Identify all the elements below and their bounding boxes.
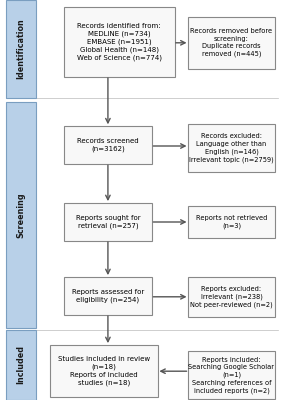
FancyBboxPatch shape [64, 126, 152, 164]
FancyBboxPatch shape [50, 345, 158, 397]
Text: Reports included:
Searching Google Scholar
(n=1)
Searching references of
include: Reports included: Searching Google Schol… [189, 357, 274, 394]
FancyBboxPatch shape [6, 330, 36, 400]
FancyBboxPatch shape [6, 102, 36, 328]
Text: Reports not retrieved
(n=3): Reports not retrieved (n=3) [196, 215, 267, 229]
Text: Screening: Screening [16, 192, 25, 238]
FancyBboxPatch shape [64, 203, 152, 241]
Text: Included: Included [16, 346, 25, 384]
Text: Records identified from:
MEDLINE (n=734)
EMBASE (n=1951)
Global Health (n=148)
W: Records identified from: MEDLINE (n=734)… [77, 23, 162, 61]
Text: Reports assessed for
eligibility (n=254): Reports assessed for eligibility (n=254) [72, 289, 144, 303]
Text: Records removed before
screening:
Duplicate records
removed (n=445): Records removed before screening: Duplic… [190, 28, 273, 57]
Text: Records screened
(n=3162): Records screened (n=3162) [77, 138, 139, 152]
Text: Studies included in review
(n=18)
Reports of included
studies (n=18): Studies included in review (n=18) Report… [58, 356, 150, 386]
Text: Records excluded:
Language other than
English (n=146)
Irrelevant topic (n=2759): Records excluded: Language other than En… [189, 133, 274, 163]
FancyBboxPatch shape [6, 0, 36, 98]
Text: Reports excluded:
Irrelevant (n=238)
Not peer-reviewed (n=2): Reports excluded: Irrelevant (n=238) Not… [190, 286, 273, 308]
FancyBboxPatch shape [64, 7, 175, 77]
Text: Reports sought for
retrieval (n=257): Reports sought for retrieval (n=257) [76, 215, 140, 229]
FancyBboxPatch shape [188, 206, 275, 238]
FancyBboxPatch shape [188, 17, 275, 69]
FancyBboxPatch shape [188, 351, 275, 399]
FancyBboxPatch shape [188, 277, 275, 317]
Text: Identification: Identification [16, 19, 25, 79]
FancyBboxPatch shape [64, 277, 152, 315]
FancyBboxPatch shape [188, 124, 275, 172]
